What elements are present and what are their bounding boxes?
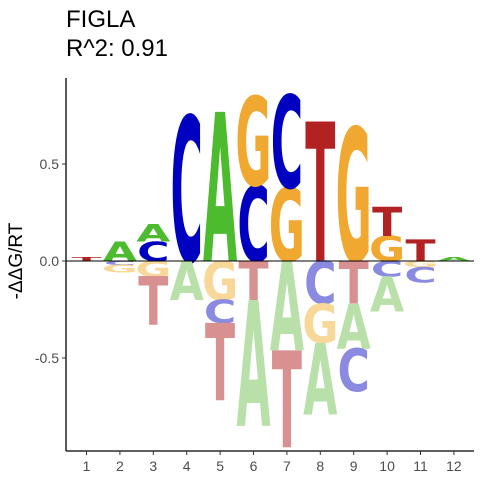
logo-letter-a: A bbox=[437, 256, 472, 262]
y-axis-title: -ΔΔG/RT bbox=[6, 222, 27, 299]
logo-letter-a: A bbox=[103, 236, 137, 267]
x-tick-label: 3 bbox=[149, 458, 157, 474]
x-tick-label: 2 bbox=[116, 458, 124, 474]
x-tick-label: 10 bbox=[379, 458, 395, 474]
logo-letter-t: T bbox=[205, 303, 235, 427]
logo-letter-c: C bbox=[171, 77, 203, 309]
logo-letter-a: A bbox=[303, 323, 337, 438]
logo-letter-g: G bbox=[269, 169, 305, 286]
x-tick-label: 11 bbox=[413, 458, 428, 474]
x-tick-label: 8 bbox=[316, 458, 324, 474]
x-axis-ticks: 1 2 3 4 5 6 7 8 9 10 11 12 bbox=[83, 451, 462, 474]
logo-letter-c: C bbox=[404, 263, 436, 288]
logo-letter-a: A bbox=[236, 266, 270, 467]
logo-letter-g: G bbox=[369, 230, 405, 270]
logo-letter-a: A bbox=[370, 267, 405, 323]
logo-letter-a: A bbox=[337, 292, 371, 363]
logo-letter-t: T bbox=[305, 83, 335, 306]
logo-letter-c: C bbox=[137, 236, 169, 267]
logo-letter-t: T bbox=[272, 325, 302, 479]
x-tick-label: 1 bbox=[83, 458, 91, 474]
y-axis-ticks: -0.5 0.0 0.5 bbox=[35, 156, 66, 366]
logo-letter-g: G bbox=[336, 92, 372, 305]
logo-letter-c: C bbox=[104, 260, 136, 266]
chart-title: FIGLA bbox=[66, 6, 135, 33]
logo-letter-c: C bbox=[304, 251, 336, 319]
y-tick-label: 0.0 bbox=[40, 253, 60, 269]
chart-subtitle: R^2: 0.91 bbox=[66, 35, 168, 62]
logo-letter-c: C bbox=[338, 338, 370, 406]
x-tick-label: 6 bbox=[250, 458, 258, 474]
logo-letter-t: T bbox=[138, 265, 169, 342]
y-tick-label: 0.5 bbox=[40, 156, 60, 172]
logo-letter-t: T bbox=[405, 234, 436, 268]
logo-letter-a: A bbox=[203, 72, 237, 310]
logo-letter-g: G bbox=[235, 72, 271, 214]
logo-letter-t: T bbox=[372, 199, 402, 245]
x-tick-label: 4 bbox=[183, 458, 191, 474]
y-tick-label: -0.5 bbox=[35, 350, 59, 366]
logo-letter-t: T bbox=[339, 251, 370, 319]
logo-letter-a: A bbox=[136, 220, 171, 248]
x-tick-label: 5 bbox=[216, 458, 224, 474]
logo-letter-g: G bbox=[402, 260, 438, 269]
logo-letter-a: A bbox=[170, 251, 204, 313]
logo-letter-c: C bbox=[237, 165, 269, 286]
logo-letter-c: C bbox=[371, 257, 403, 282]
logo-letter-g: G bbox=[102, 263, 138, 276]
logo-letter-g: G bbox=[302, 294, 338, 356]
logo-letter-c: C bbox=[204, 294, 236, 331]
logo-letter-c: C bbox=[271, 68, 303, 218]
x-tick-label: 7 bbox=[283, 458, 291, 474]
x-tick-label: 12 bbox=[446, 458, 462, 474]
logo-letter-t: T bbox=[71, 256, 102, 262]
x-tick-label: 9 bbox=[350, 458, 358, 474]
logo-letter-g: G bbox=[135, 257, 171, 282]
